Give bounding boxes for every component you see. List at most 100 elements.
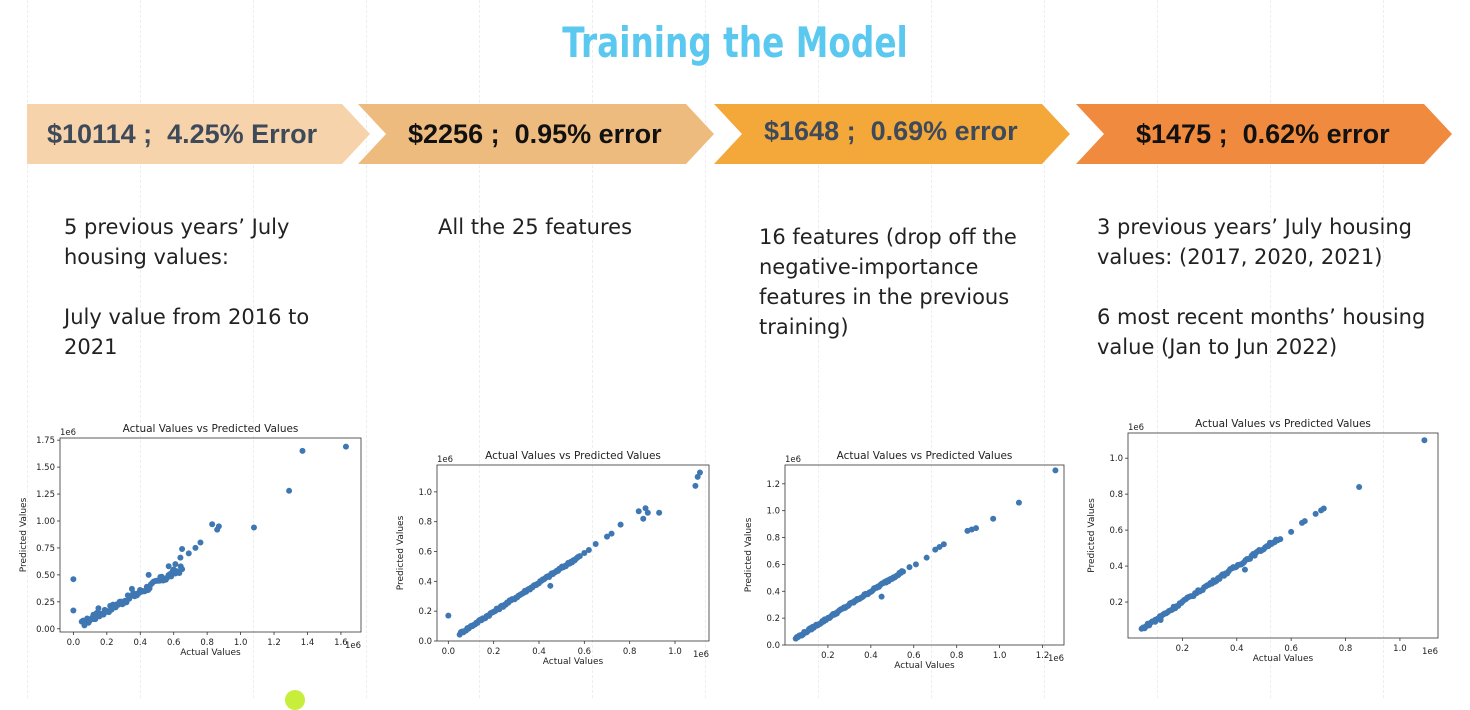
chart-title: Actual Values vs Predicted Values <box>1195 418 1371 430</box>
data-point <box>128 585 135 592</box>
scatter-svg: Actual Values vs Predicted Values 0.0 0.2 0… <box>396 450 710 667</box>
data-point <box>172 561 179 568</box>
x-axis-label: Actual Values <box>180 648 241 658</box>
background-guide <box>818 0 819 698</box>
x-offset-label: 1e6 <box>1422 647 1438 657</box>
y-tick-label: 1.75 <box>36 436 55 446</box>
y-tick-label: 1.0 <box>766 507 780 517</box>
x-tick-label: 0.4 <box>532 647 546 657</box>
data-point <box>644 509 651 516</box>
scatter-plot-3: Actual Values vs Predicted Values 0.2 0.4 0… <box>744 450 1065 671</box>
y-tick-label: 0.2 <box>766 614 780 624</box>
y-tick-label: 0.50 <box>36 571 55 581</box>
data-point <box>157 574 164 581</box>
x-tick-label: 1.0 <box>1393 644 1407 654</box>
x-tick-label: 0.2 <box>100 638 114 648</box>
plot-frame <box>59 437 362 633</box>
step-3-error-label: $1648 ; 0.69% error <box>764 115 1018 146</box>
data-point <box>585 547 592 554</box>
x-tick-label: 0.6 <box>578 647 592 657</box>
data-point <box>1320 505 1327 512</box>
plot-frame <box>436 464 710 642</box>
data-point <box>642 505 649 512</box>
step-1-description: 5 previous years’ July housing values: J… <box>64 212 334 362</box>
plot-frame <box>784 464 1065 646</box>
y-axis-label: Predicted Values <box>744 517 754 592</box>
data-point <box>696 469 703 476</box>
y-tick-label: 0.4 <box>766 587 780 597</box>
scatter-plot-2: Actual Values vs Predicted Values 0.0 0.2 0… <box>396 450 710 667</box>
y-offset-label: 1e6 <box>785 455 801 465</box>
scatter-svg: Actual Values vs Predicted Values 0.0 0.2 0… <box>19 423 362 658</box>
x-offset-label: 1e6 <box>345 641 361 651</box>
x-tick-label: 0.6 <box>1284 644 1298 654</box>
y-tick-label: 0.8 <box>1109 490 1123 500</box>
x-tick-label: 0.0 <box>442 647 456 657</box>
scatter-plot-4: Actual Values vs Predicted Values 0.2 0.4 0… <box>1087 418 1439 664</box>
background-guide <box>931 0 932 698</box>
data-point <box>1052 467 1059 474</box>
data-point <box>878 593 885 600</box>
y-axis-label: Predicted Values <box>396 515 406 590</box>
background-guide <box>1270 0 1271 698</box>
step-3-description: 16 features (drop off the negative-impor… <box>759 222 1039 342</box>
data-point <box>912 561 919 568</box>
y-tick-label: 0.0 <box>766 641 780 651</box>
data-point <box>179 546 186 553</box>
y-tick-label: 0.8 <box>766 534 780 544</box>
data-point <box>692 482 699 489</box>
data-point <box>694 473 701 480</box>
step-2-chevron: $2256 ; 0.95% error <box>358 104 714 164</box>
slide-title: Training the Model <box>562 18 908 67</box>
data-point <box>990 515 997 522</box>
y-tick-label: 0.6 <box>1109 526 1123 536</box>
y-offset-label: 1e6 <box>1128 423 1144 433</box>
data-point <box>1015 499 1022 506</box>
y-tick-label: 1.2 <box>766 480 780 490</box>
x-tick-label: 1.6 <box>334 638 348 648</box>
data-point <box>1421 437 1428 444</box>
y-tick-label: 0.8 <box>418 518 432 528</box>
y-tick-label: 0.6 <box>766 560 780 570</box>
data-point <box>90 611 97 618</box>
y-tick-label: 1.50 <box>36 463 55 473</box>
x-tick-label: 1.4 <box>301 638 315 648</box>
x-tick-label: 0.2 <box>821 651 835 661</box>
data-point <box>617 521 624 528</box>
decorative-dot <box>285 690 305 710</box>
x-axis-label: Actual Values <box>543 657 604 667</box>
x-offset-label: 1e6 <box>1048 654 1064 664</box>
x-tick-label: 1.0 <box>668 647 682 657</box>
x-axis-label: Actual Values <box>894 661 955 671</box>
x-tick-label: 0.6 <box>167 638 181 648</box>
data-point <box>70 607 77 614</box>
step-2-description-line: All the 25 features <box>438 215 633 239</box>
y-tick-label: 0.0 <box>418 637 432 647</box>
step-1-description-line: July value from 2016 to 2021 <box>64 305 310 359</box>
step-4-error-label: $1475 ; 0.62% error <box>1136 118 1390 149</box>
y-tick-label: 1.0 <box>1109 454 1123 464</box>
y-tick-label: 0.75 <box>36 544 55 554</box>
data-point <box>165 563 172 570</box>
data-point <box>1312 510 1319 517</box>
x-tick-label: 0.4 <box>134 638 148 648</box>
data-point <box>70 576 77 583</box>
scatter-plot-1: Actual Values vs Predicted Values 0.0 0.2 0… <box>19 423 362 658</box>
data-point <box>177 554 184 561</box>
y-tick-label: 1.0 <box>418 488 432 498</box>
data-point <box>547 582 554 589</box>
background-guide <box>479 0 480 698</box>
step-4-description: 3 previous years’ July housing values: (… <box>1097 212 1437 362</box>
background-guide <box>27 0 28 698</box>
chart-title: Actual Values vs Predicted Values <box>123 423 299 435</box>
chart-title: Actual Values vs Predicted Values <box>837 450 1013 462</box>
data-point <box>1356 483 1363 490</box>
x-tick-label: 0.8 <box>623 647 637 657</box>
x-axis-label: Actual Values <box>1253 654 1314 664</box>
y-tick-label: 0.2 <box>418 607 432 617</box>
x-tick-label: 0.2 <box>1176 644 1190 654</box>
data-point <box>185 550 192 557</box>
data-point <box>1301 518 1308 525</box>
data-point <box>581 550 588 556</box>
data-point <box>342 443 349 450</box>
